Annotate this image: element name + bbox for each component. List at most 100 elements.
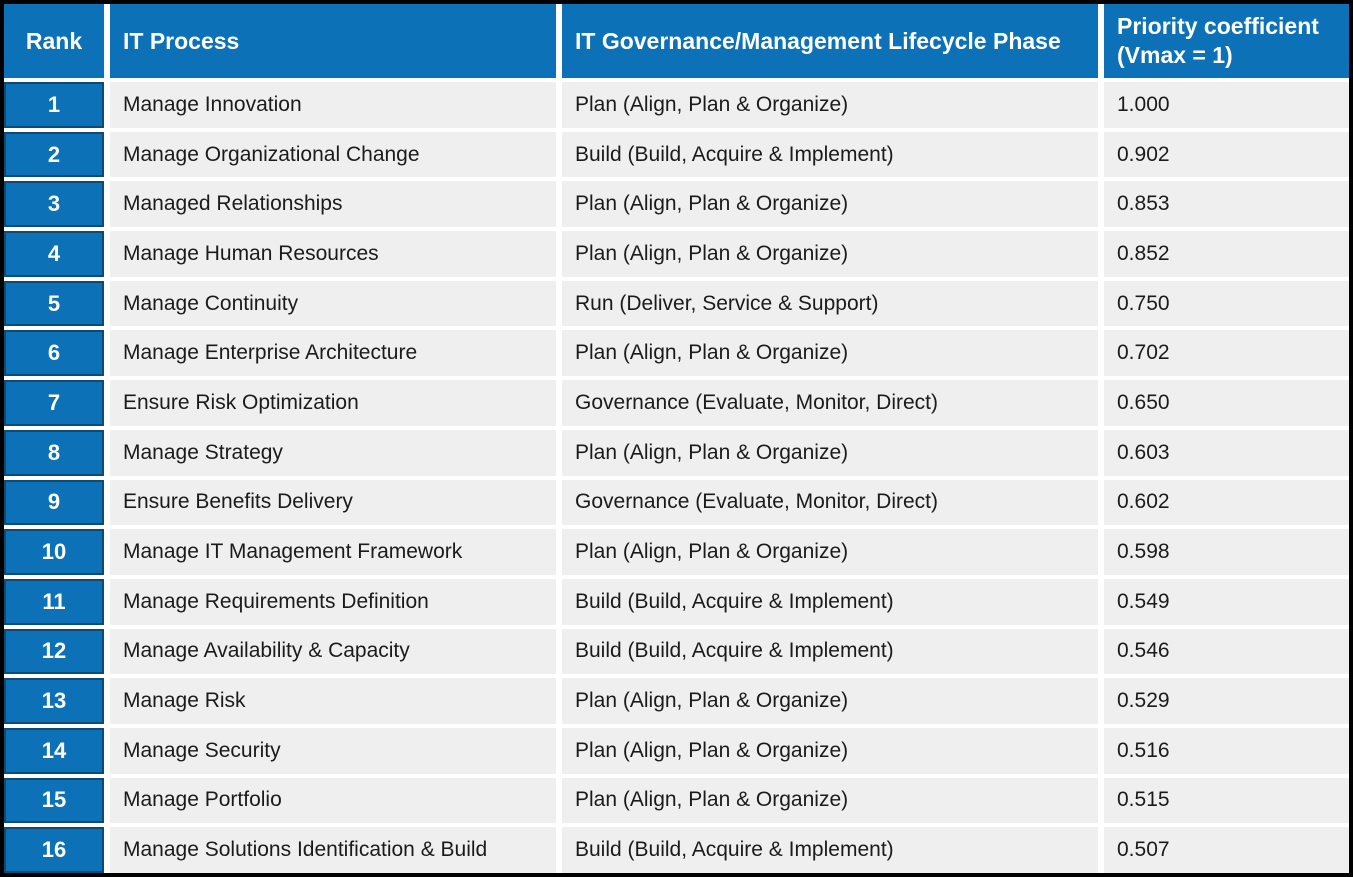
phase-value: Plan (Align, Plan & Organize) <box>575 540 849 564</box>
coefficient-value: 0.702 <box>1117 341 1170 365</box>
rank-cell: 9 <box>4 479 104 526</box>
rank-value: 7 <box>47 389 61 415</box>
table-row: 5 Manage Continuity Run (Deliver, Servic… <box>4 280 1349 327</box>
phase-value: Plan (Align, Plan & Organize) <box>575 689 849 713</box>
table-row: 6 Manage Enterprise Architecture Plan (A… <box>4 330 1349 377</box>
phase-cell: Plan (Align, Plan & Organize) <box>562 330 1098 377</box>
coefficient-value: 0.852 <box>1117 241 1170 265</box>
phase-cell: Plan (Align, Plan & Organize) <box>562 529 1098 575</box>
process-cell: Managed Relationships <box>110 181 556 228</box>
coefficient-cell: 1.000 <box>1104 82 1349 128</box>
coefficient-cell: 0.549 <box>1104 578 1349 625</box>
phase-cell: Plan (Align, Plan & Organize) <box>562 82 1098 128</box>
table-header-row: Rank IT Process IT Governance/Management… <box>4 4 1349 78</box>
process-value: Ensure Risk Optimization <box>123 390 359 414</box>
process-cell: Ensure Risk Optimization <box>110 380 556 426</box>
process-cell: Manage Human Resources <box>110 231 556 277</box>
rank-cell: 15 <box>4 777 104 824</box>
process-value: Manage Strategy <box>123 440 283 464</box>
process-cell: Manage Availability & Capacity <box>110 628 556 675</box>
process-cell: Manage IT Management Framework <box>110 529 556 575</box>
rank-value: 4 <box>47 240 61 266</box>
phase-cell: Plan (Align, Plan & Organize) <box>562 777 1098 824</box>
rank-value: 14 <box>41 737 67 763</box>
header-it-process: IT Process <box>110 4 556 78</box>
phase-cell: Plan (Align, Plan & Organize) <box>562 727 1098 774</box>
rank-cell: 8 <box>4 429 104 476</box>
header-lifecycle-phase: IT Governance/Management Lifecycle Phase <box>562 4 1098 78</box>
rank-cell: 2 <box>4 131 104 178</box>
rank-cell: 1 <box>4 82 104 128</box>
rank-value: 15 <box>41 787 67 813</box>
phase-cell: Governance (Evaluate, Monitor, Direct) <box>562 380 1098 426</box>
rank-value: 2 <box>47 141 61 167</box>
rank-cell: 7 <box>4 380 104 426</box>
coefficient-value: 0.603 <box>1117 440 1170 464</box>
phase-value: Build (Build, Acquire & Implement) <box>575 838 894 862</box>
phase-value: Plan (Align, Plan & Organize) <box>575 92 849 116</box>
table-row: 1 Manage Innovation Plan (Align, Plan & … <box>4 82 1349 128</box>
table-row: 13 Manage Risk Plan (Align, Plan & Organ… <box>4 678 1349 724</box>
phase-value: Build (Build, Acquire & Implement) <box>575 142 894 166</box>
phase-cell: Plan (Align, Plan & Organize) <box>562 678 1098 724</box>
process-cell: Manage Strategy <box>110 429 556 476</box>
process-cell: Manage Enterprise Architecture <box>110 330 556 377</box>
coefficient-cell: 0.516 <box>1104 727 1349 774</box>
coefficient-cell: 0.902 <box>1104 131 1349 178</box>
coefficient-value: 0.902 <box>1117 142 1170 166</box>
coefficient-value: 0.650 <box>1117 390 1170 414</box>
table-row: 2 Manage Organizational Change Build (Bu… <box>4 131 1349 178</box>
phase-cell: Plan (Align, Plan & Organize) <box>562 429 1098 476</box>
phase-cell: Plan (Align, Plan & Organize) <box>562 231 1098 277</box>
table-row: 14 Manage Security Plan (Align, Plan & O… <box>4 727 1349 774</box>
coefficient-cell: 0.602 <box>1104 479 1349 526</box>
process-value: Manage IT Management Framework <box>123 540 463 564</box>
process-cell: Manage Security <box>110 727 556 774</box>
rank-value: 11 <box>42 588 66 614</box>
process-cell: Manage Requirements Definition <box>110 578 556 625</box>
rank-value: 9 <box>47 489 61 515</box>
rank-cell: 12 <box>4 628 104 675</box>
phase-value: Plan (Align, Plan & Organize) <box>575 241 849 265</box>
rank-cell: 6 <box>4 330 104 377</box>
phase-value: Run (Deliver, Service & Support) <box>575 291 879 315</box>
coefficient-cell: 0.598 <box>1104 529 1349 575</box>
process-cell: Manage Risk <box>110 678 556 724</box>
phase-cell: Governance (Evaluate, Monitor, Direct) <box>562 479 1098 526</box>
table-row: 8 Manage Strategy Plan (Align, Plan & Or… <box>4 429 1349 476</box>
coefficient-value: 0.507 <box>1117 838 1170 862</box>
process-value: Manage Portfolio <box>123 788 282 812</box>
coefficient-cell: 0.507 <box>1104 827 1349 873</box>
phase-value: Build (Build, Acquire & Implement) <box>575 589 894 613</box>
rank-cell: 14 <box>4 727 104 774</box>
phase-cell: Run (Deliver, Service & Support) <box>562 280 1098 327</box>
process-cell: Manage Continuity <box>110 280 556 327</box>
header-rank-label: Rank <box>25 27 83 54</box>
rank-value: 16 <box>41 837 67 863</box>
phase-cell: Plan (Align, Plan & Organize) <box>562 181 1098 228</box>
rank-cell: 13 <box>4 678 104 724</box>
phase-value: Plan (Align, Plan & Organize) <box>575 341 849 365</box>
coefficient-value: 0.529 <box>1117 689 1170 713</box>
phase-cell: Build (Build, Acquire & Implement) <box>562 827 1098 873</box>
phase-value: Build (Build, Acquire & Implement) <box>575 639 894 663</box>
coefficient-value: 0.750 <box>1117 291 1170 315</box>
process-value: Manage Continuity <box>123 291 299 315</box>
header-priority-coefficient-label: Priority coefficient (Vmax = 1) <box>1117 13 1319 68</box>
coefficient-value: 0.516 <box>1117 738 1170 762</box>
rank-value: 3 <box>47 191 61 217</box>
process-cell: Manage Solutions Identification & Build <box>110 827 556 873</box>
coefficient-cell: 0.546 <box>1104 628 1349 675</box>
table-row: 15 Manage Portfolio Plan (Align, Plan & … <box>4 777 1349 824</box>
process-value: Manage Human Resources <box>123 241 379 265</box>
rank-cell: 5 <box>4 280 104 327</box>
coefficient-value: 0.853 <box>1117 192 1170 216</box>
process-value: Manage Innovation <box>123 92 302 116</box>
phase-cell: Build (Build, Acquire & Implement) <box>562 628 1098 675</box>
coefficient-cell: 0.853 <box>1104 181 1349 228</box>
rank-value: 5 <box>47 290 61 316</box>
coefficient-value: 0.602 <box>1117 490 1170 514</box>
process-cell: Manage Portfolio <box>110 777 556 824</box>
rank-cell: 11 <box>4 578 104 625</box>
